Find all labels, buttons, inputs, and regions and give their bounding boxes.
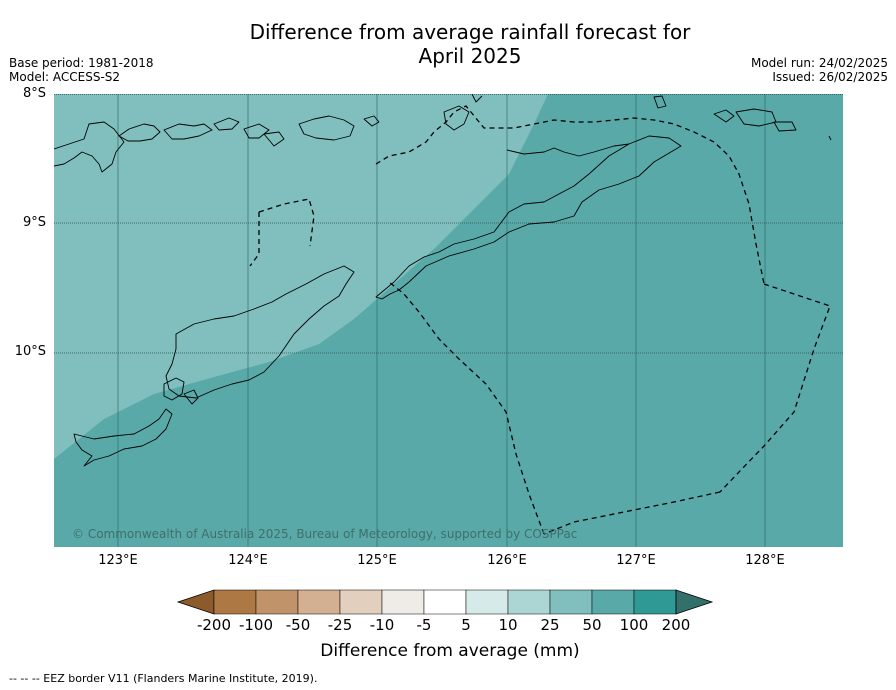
meta-right: Model run: 24/02/2025 Issued: 26/02/2025 [751,56,888,84]
eez-border-east [719,283,831,493]
model-run-text: Model run: 24/02/2025 [750,56,888,70]
map-title-line1: Difference from average rainfall forecas… [249,20,691,44]
sumba-coastline [73,408,173,467]
graticule [117,94,766,547]
colorbar-tick-label: -5 [416,616,432,634]
eez-pocket [249,198,315,267]
map-svg [54,94,843,547]
coastlines [54,94,832,467]
issued-text: Issued: 26/02/2025 [772,70,888,84]
colorbar-extension-high [675,589,714,615]
alor-coastline [213,117,285,147]
eez-border-west [388,281,545,535]
rote-coastline [163,377,199,405]
base-period-text: Base period: 1981-2018 [9,56,154,70]
lon-label-124e: 124°E [228,553,268,568]
leti-coastline [653,95,832,141]
colorbar-tick-label: 200 [661,616,691,634]
lon-label-125e: 125°E [357,553,397,568]
colorbar-segment [255,589,299,615]
solor-coastline [118,123,213,142]
parallels [54,94,843,354]
eez-border [249,105,831,535]
colorbar-segment [633,589,677,615]
colorbar-segment [423,589,467,615]
model-text: Model: ACCESS-S2 [9,70,121,84]
colorbar-tick-label: 50 [582,616,602,634]
map-panel [54,94,843,547]
colorbar-tick-label: -25 [327,616,353,634]
colorbar-segment [507,589,551,615]
colorbar-tick-label: -100 [238,616,274,634]
sawu-coastline [165,265,355,399]
eez-border-south [543,491,721,535]
flores-coastline [54,121,125,173]
colorbar-segment [381,589,425,615]
colorbar-segment [297,589,341,615]
colorbar-tick-label: -200 [196,616,232,634]
colorbar-tick-label: 100 [619,616,649,634]
kisar-coastline [443,94,483,131]
lat-label-8s: 8°S [22,86,46,101]
lat-label-10s: 10°S [14,344,46,359]
colorbar-tick-label: 5 [461,616,471,634]
colorbar-title: Difference from average (mm) [320,641,580,661]
colorbar-segments [176,589,714,615]
map-title: Difference from average rainfall forecas… [170,20,770,68]
map-title-line2: April 2025 [418,44,522,68]
colorbar-segment [549,589,593,615]
colorbar-segment [591,589,635,615]
colorbar-tick-label: -10 [369,616,395,634]
lon-label-126e: 126°E [487,553,527,568]
eez-footnote: -- -- -- EEZ border V11 (Flanders Marine… [9,672,318,685]
timor-north-coast [506,143,630,157]
timor-coastline [375,135,682,300]
forecast-region-25-50 [54,94,548,459]
wetar-coastline [298,115,380,141]
colorbar-tick-label: 10 [498,616,518,634]
colorbar-tick-label: 25 [540,616,560,634]
lon-label-123e: 123°E [98,553,138,568]
colorbar [176,589,714,615]
eez-border-north [375,105,765,285]
colorbar-segment [213,589,257,615]
colorbar-segment [465,589,509,615]
lon-label-127e: 127°E [616,553,656,568]
meta-left: Base period: 1981-2018 Model: ACCESS-S2 [9,56,154,84]
lat-label-9s: 9°S [22,215,46,230]
colorbar-segment [339,589,383,615]
colorbar-tick-label: -50 [285,616,311,634]
copyright-notice: © Commonwealth of Australia 2025, Bureau… [72,527,578,541]
colorbar-extension-low [176,589,215,615]
lon-label-128e: 128°E [745,553,785,568]
